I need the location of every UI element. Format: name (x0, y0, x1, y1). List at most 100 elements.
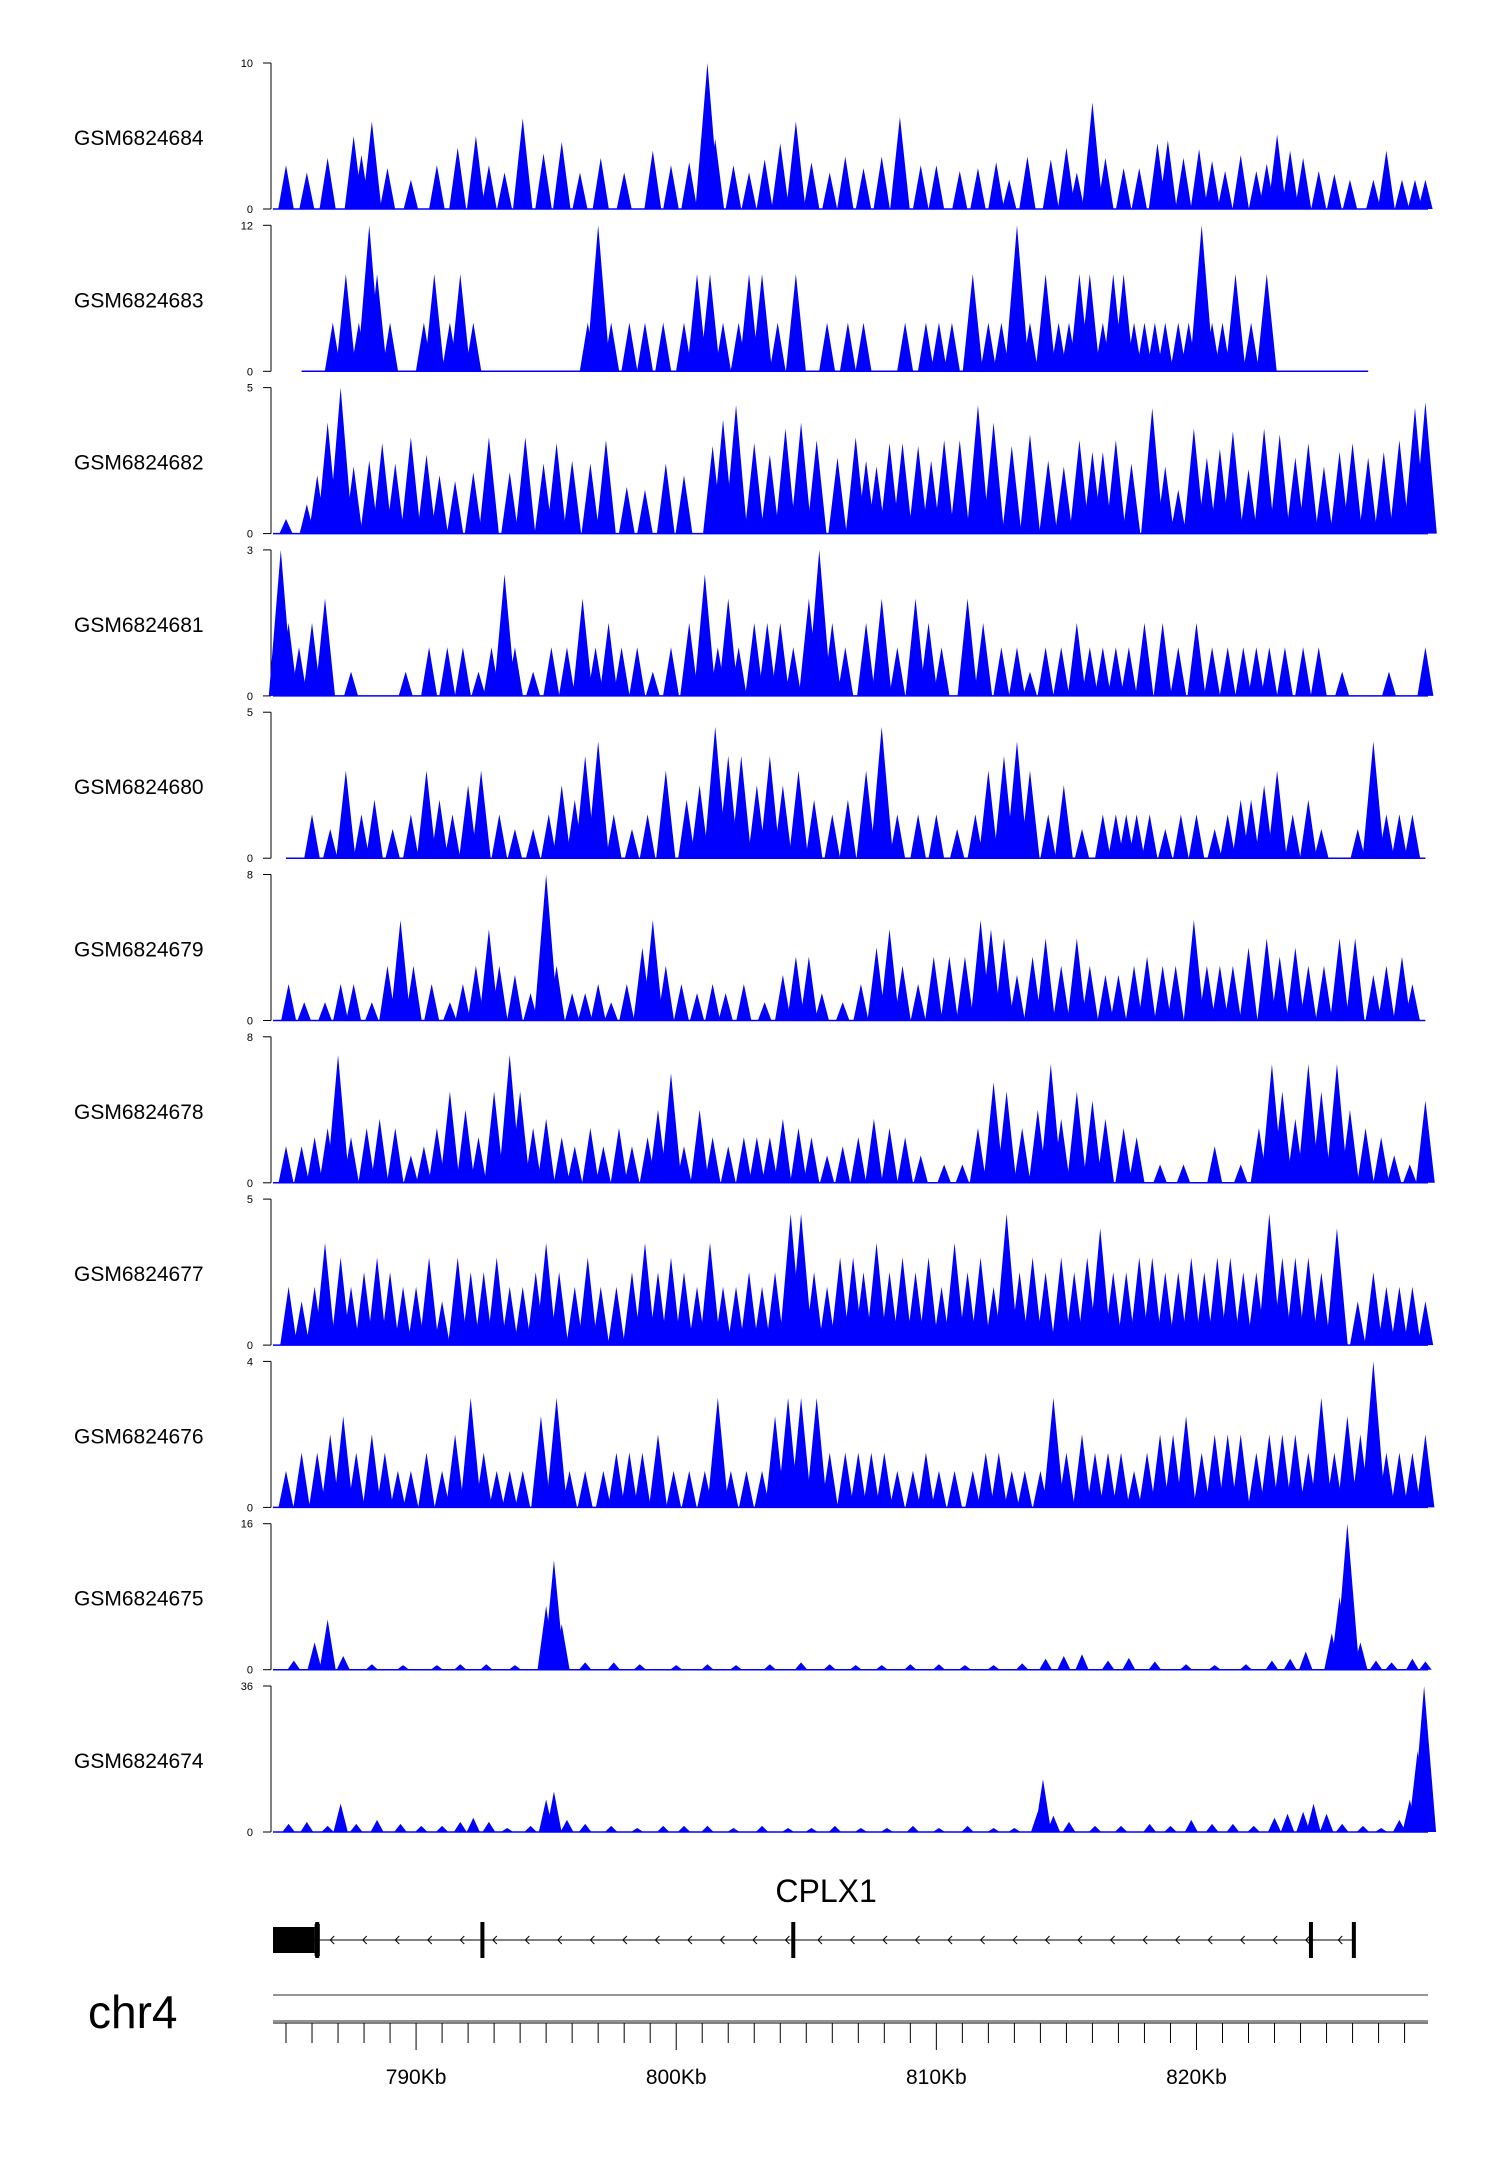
signal-peak (1375, 1827, 1388, 1832)
signal-peak (835, 1146, 851, 1183)
signal-peak (690, 1109, 709, 1183)
signal-peak (1286, 1434, 1305, 1508)
signal-peak (1298, 1651, 1313, 1670)
signal-peak (592, 157, 609, 209)
signal-peak (546, 1791, 562, 1832)
signal-peak (471, 770, 491, 859)
signal-peak (977, 1452, 995, 1508)
signal-peak (1198, 965, 1216, 1021)
signal-peak (1267, 1817, 1282, 1832)
signal-peak (403, 179, 419, 209)
signal-peak (358, 1128, 375, 1183)
signal-peak (1242, 799, 1260, 859)
signal-peak (789, 1213, 813, 1346)
exon-marker (791, 1922, 796, 1958)
signal-peak (1233, 1164, 1248, 1183)
signal-peak (429, 165, 445, 209)
signal-peak (1176, 1416, 1196, 1508)
signal-peak (344, 466, 363, 534)
signal-peak (622, 1272, 641, 1346)
signal-peak (604, 1002, 618, 1021)
track-GSM6824676: GSM6824676 4 0 (74, 1356, 1435, 1514)
signal-peak (704, 1137, 721, 1183)
signal-peak (524, 1825, 537, 1832)
signal-peak (676, 322, 693, 372)
signal-peak (1416, 1100, 1435, 1183)
track-label: GSM6824679 (74, 939, 204, 962)
signal-peak (315, 598, 336, 696)
exon-marker (480, 1922, 485, 1958)
signal-peak (333, 984, 349, 1021)
signal-peak (660, 1073, 682, 1183)
signal-peak (604, 1825, 618, 1832)
signal-peak (913, 1155, 928, 1183)
track-GSM6824684: GSM6824684 10 0 (74, 58, 1433, 216)
signal-peak (1104, 1272, 1123, 1346)
signal-peak (446, 481, 464, 534)
signal-peak (837, 647, 854, 696)
signal-peak (771, 622, 790, 696)
signal-peak (1407, 179, 1423, 209)
signal-peak (740, 1272, 759, 1346)
signal-peak (966, 405, 990, 534)
signal-peak (830, 1257, 850, 1346)
strand-arrow (687, 1935, 693, 1945)
signal-peak (318, 1002, 332, 1021)
signal-peak (1257, 938, 1277, 1021)
signal-peak (771, 143, 789, 209)
signal-peak (1067, 938, 1087, 1021)
signal-peak (993, 647, 1010, 696)
signal-peak (1052, 1118, 1070, 1183)
signal-peak (701, 1664, 714, 1670)
exon-marker (315, 1922, 320, 1958)
track-ymin-label: 0 (247, 1665, 253, 1677)
signal-peak (1248, 1452, 1265, 1508)
signal-peak (952, 171, 968, 209)
signal-peak (873, 156, 890, 209)
track-ymax-label: 16 (241, 1519, 253, 1531)
signal-peak (837, 156, 854, 209)
signal-peak (342, 1286, 360, 1346)
strand-arrow (1239, 1935, 1246, 1945)
signal-peak (281, 984, 297, 1021)
signal-peak (526, 671, 541, 696)
strand-arrow (914, 1935, 920, 1945)
signal-peak (675, 1272, 694, 1346)
signal-peak (1204, 647, 1221, 696)
signal-peak (1255, 785, 1274, 859)
signal-peak (326, 1055, 350, 1183)
signal-peak (769, 322, 786, 372)
signal-peak (705, 984, 721, 1021)
signal-peak (910, 984, 926, 1021)
signal-peak (481, 165, 497, 209)
signal-peak (681, 1470, 697, 1508)
signal-tracks: GSM6824684100GSM6824683120GSM682468250GS… (74, 58, 1437, 1839)
signal-peak (1037, 647, 1054, 696)
signal-peak (1067, 622, 1086, 696)
signal-peak (1101, 1660, 1115, 1670)
signal-peak (1420, 1791, 1436, 1832)
signal-peak (300, 1821, 314, 1832)
strand-arrow (394, 1935, 400, 1945)
signal-peak (1108, 814, 1124, 859)
signal-peak (596, 440, 616, 534)
track-ymin-label: 0 (247, 366, 253, 378)
signal-peak (735, 1137, 752, 1183)
signal-peak (1125, 965, 1143, 1021)
signal-peak (1093, 451, 1113, 534)
signal-peak (688, 1286, 706, 1346)
signal-peak (546, 443, 567, 534)
signal-peak (981, 929, 1001, 1021)
signal-peak (730, 647, 747, 696)
signal-peak (1153, 1164, 1167, 1183)
signal-peak (1115, 1128, 1132, 1183)
signal-peak (510, 1091, 530, 1183)
signal-peak (508, 1665, 522, 1670)
signal-peak (805, 1827, 818, 1832)
signal-peak (1036, 1272, 1055, 1346)
signal-peak (839, 322, 856, 372)
signal-peak (837, 1452, 854, 1508)
signal-peak (912, 165, 929, 209)
signal-peak (577, 1470, 593, 1508)
signal-peak (1335, 1523, 1360, 1670)
